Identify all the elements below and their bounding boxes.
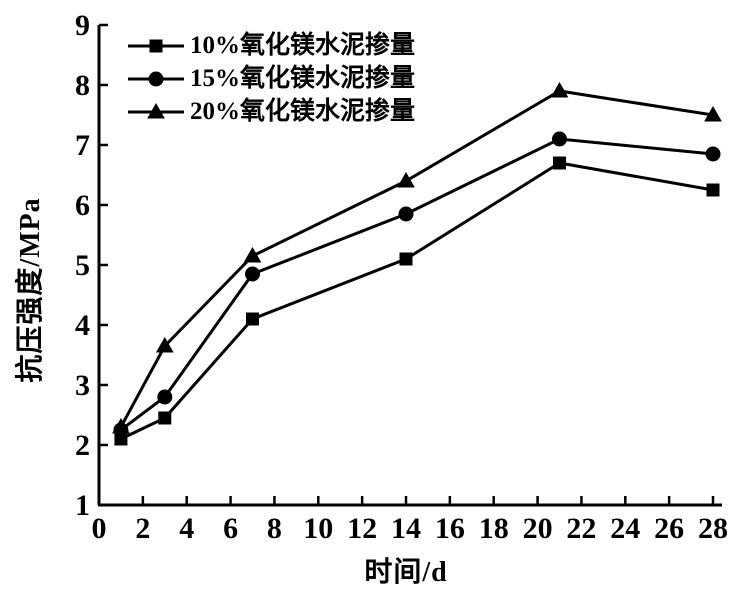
legend-triangle-marker	[147, 102, 165, 118]
data-point-square	[553, 156, 566, 170]
series-line-square	[120, 161, 714, 441]
x-axis-title: 时间/d	[364, 557, 448, 588]
data-point-triangle	[397, 171, 415, 188]
data-point-circle	[552, 131, 567, 147]
x-tick-label: 24	[610, 512, 640, 545]
data-point-triangle	[704, 105, 722, 122]
x-tick-label: 0	[92, 512, 107, 545]
legend-item-10pct: 10%氧化镁水泥掺量	[128, 29, 415, 62]
x-tick-label: 28	[698, 512, 728, 545]
x-tick-label: 6	[223, 512, 238, 545]
legend-square-marker	[149, 39, 163, 52]
legend-label: 20%氧化镁水泥掺量	[190, 98, 416, 125]
data-point-square	[399, 252, 413, 266]
triangle-marker-icon	[128, 102, 184, 118]
series-line-circle	[120, 137, 714, 432]
y-tick-label: 8	[75, 69, 90, 102]
data-point-circle	[245, 266, 260, 282]
legend-item-15pct: 15%氧化镁水泥掺量	[128, 62, 415, 95]
legend-item-20pct: 20%氧化镁水泥掺量	[128, 95, 415, 128]
x-tick-label: 8	[267, 512, 282, 545]
data-point-circle	[705, 146, 721, 162]
x-tick-label: 4	[179, 512, 194, 545]
y-tick-label: 3	[75, 369, 90, 402]
x-tick-label: 22	[566, 512, 596, 545]
y-tick-label: 7	[75, 129, 90, 162]
data-point-triangle	[243, 246, 262, 263]
x-tick-label: 2	[135, 512, 150, 545]
y-tick-label: 1	[75, 489, 90, 522]
series-line-triangle	[119, 89, 714, 428]
y-tick-label: 6	[75, 189, 90, 222]
x-tick-label: 14	[391, 512, 421, 545]
data-point-square	[158, 411, 172, 425]
x-tick-label: 20	[523, 512, 553, 545]
x-tick-label: 10	[303, 512, 333, 545]
x-tick-label: 26	[654, 512, 684, 545]
y-tick-label: 5	[75, 249, 90, 282]
data-point-square	[706, 183, 720, 197]
data-point-square	[246, 312, 259, 326]
data-point-circle	[398, 206, 414, 222]
circle-marker-icon	[128, 71, 184, 86]
data-point-triangle	[155, 336, 174, 353]
x-tick-label: 12	[347, 512, 377, 545]
legend-circle-marker	[148, 71, 164, 86]
y-tick-label: 9	[75, 9, 90, 42]
data-point-triangle	[550, 81, 569, 98]
legend-label: 10%氧化镁水泥掺量	[190, 32, 416, 59]
data-point-square	[114, 432, 128, 446]
x-tick-label: 18	[479, 512, 509, 545]
legend-label: 15%氧化镁水泥掺量	[190, 65, 416, 92]
y-tick-label: 4	[75, 309, 90, 342]
y-axis-title: 抗压强度/MPa	[15, 197, 46, 383]
x-tick-label: 16	[435, 512, 465, 545]
y-tick-label: 2	[75, 429, 90, 462]
data-point-circle	[157, 389, 173, 405]
chart-legend: 10%氧化镁水泥掺量 15%氧化镁水泥掺量 20%氧化镁水泥掺量	[128, 29, 415, 128]
square-marker-icon	[128, 39, 184, 52]
